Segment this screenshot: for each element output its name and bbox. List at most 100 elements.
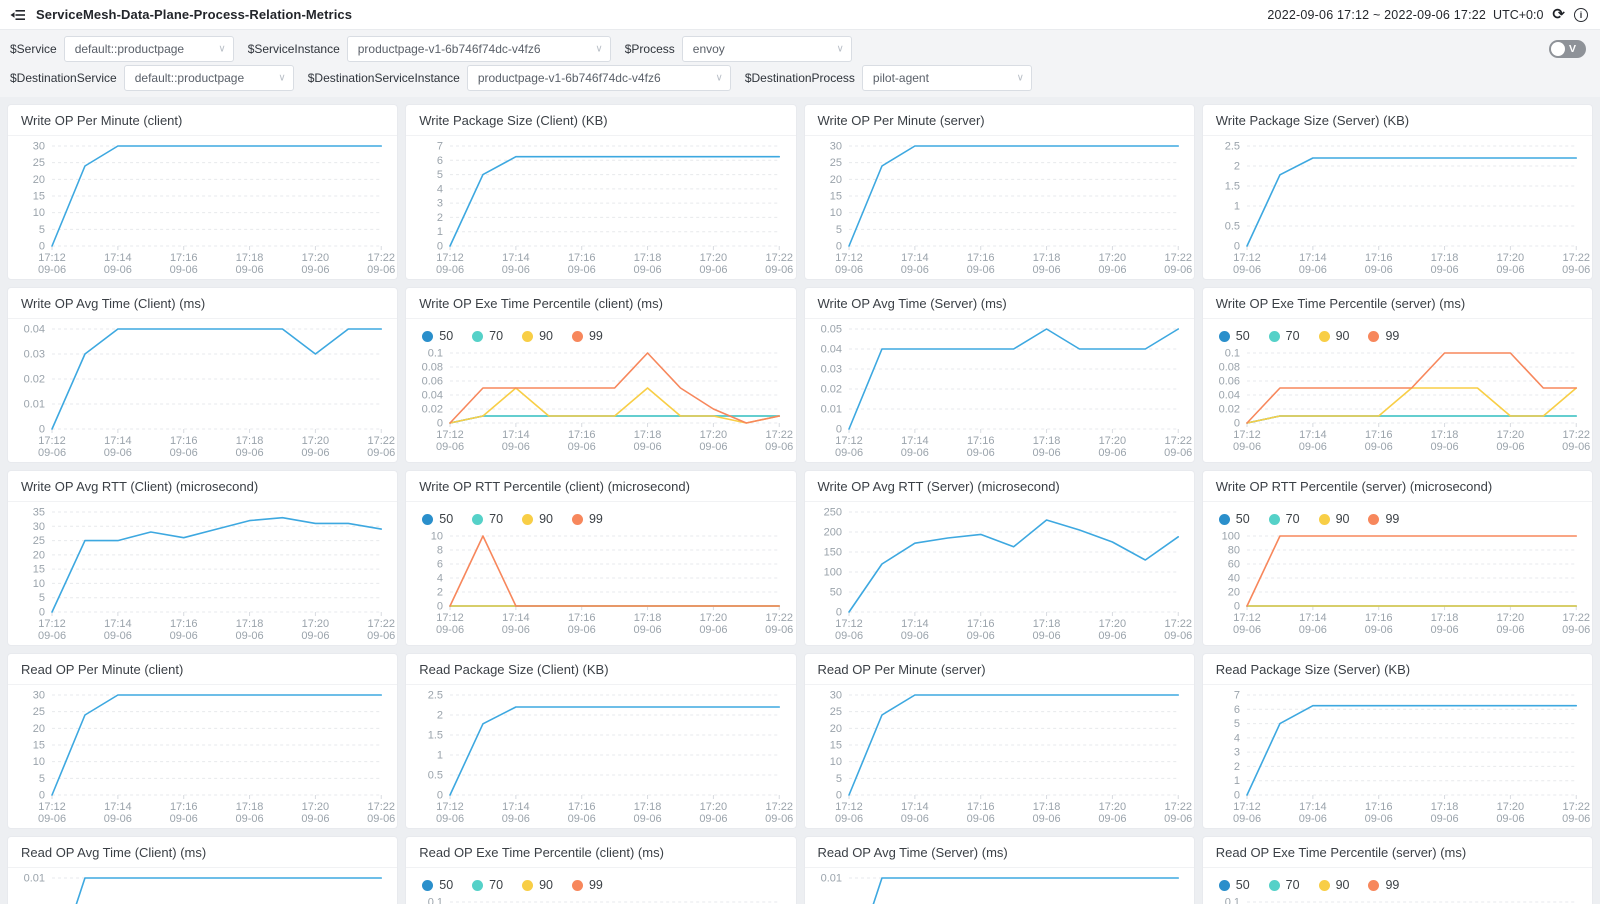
svg-text:17:20: 17:20 — [1496, 612, 1524, 624]
legend-item-p99[interactable]: 99 — [571, 329, 603, 343]
legend-item-p70[interactable]: 70 — [472, 878, 503, 892]
legend-dot — [1218, 513, 1230, 525]
chart-plot[interactable]: 00.0117:1209-0617:1409-0617:1609-0617:18… — [805, 870, 1194, 904]
svg-text:09-06: 09-06 — [900, 630, 928, 642]
legend-item-p70[interactable]: 70 — [472, 329, 503, 343]
chart-card: Read OP Avg Time (Client) (ms)00.0117:12… — [7, 836, 399, 904]
chart-card: Read OP Per Minute (client) 0 5 10 15 20 25 30 1… — [7, 653, 399, 829]
legend-item-p90[interactable]: 90 — [522, 512, 553, 526]
service-instance-select[interactable]: productpage-v1-6b746f74dc-v4fz6 ∨ — [346, 35, 611, 62]
destination-service-select[interactable]: default::productpage ∨ — [123, 64, 294, 91]
legend-item-p99[interactable]: 99 — [571, 512, 603, 526]
svg-text:30: 30 — [33, 521, 45, 533]
legend-item-p99[interactable]: 99 — [1368, 512, 1399, 526]
refresh-icon[interactable]: ⟳ — [1552, 6, 1565, 23]
legend-dot — [422, 513, 434, 525]
svg-text:17:14: 17:14 — [104, 252, 132, 264]
legend-item-p99[interactable]: 99 — [1368, 329, 1399, 343]
chart-plot[interactable]: 05101520253017:1209-0617:1409-0617:1609-… — [805, 687, 1194, 827]
svg-text:10: 10 — [829, 207, 841, 219]
legend-item-p50[interactable]: 50 — [422, 512, 453, 526]
chart-plot[interactable]: 0123456717:1209-0617:1409-0617:1609-0617… — [1203, 687, 1592, 827]
destination-service-value: default::productpage — [134, 70, 245, 85]
service-select[interactable]: default::productpage ∨ — [63, 35, 234, 62]
svg-text:30: 30 — [33, 690, 45, 702]
process-select[interactable]: envoy ∨ — [681, 35, 852, 62]
svg-text:17:16: 17:16 — [568, 801, 596, 813]
legend-dot — [1368, 513, 1380, 525]
legend-item-p70[interactable]: 70 — [1268, 329, 1300, 343]
chart-plot[interactable]: 05101520253017:1209-0617:1409-0617:1609-… — [8, 138, 397, 278]
legend-label: 50 — [1235, 329, 1250, 343]
legend-item-p99[interactable]: 99 — [571, 878, 603, 892]
info-icon[interactable]: i — [1574, 7, 1588, 22]
time-range[interactable]: 2022-09-06 17:12 ~ 2022-09-06 17:22 — [1267, 7, 1487, 22]
legend-item-p90[interactable]: 90 — [1318, 329, 1349, 343]
svg-text:09-06: 09-06 — [38, 264, 66, 276]
chart-plot[interactable]: 00.020.040.060.080.117:1209-0617:1409-06… — [1203, 894, 1592, 904]
chart-plot[interactable]: 02040608010017:1209-0617:1409-0617:1609-… — [1203, 528, 1592, 638]
chart-plot[interactable]: 00.511.522.517:1209-0617:1409-0617:1609-… — [1203, 138, 1592, 278]
legend-item-p50[interactable]: 50 — [1218, 878, 1250, 892]
legend-item-p90[interactable]: 90 — [1318, 878, 1349, 892]
svg-text:0.03: 0.03 — [820, 364, 841, 376]
chart-plot[interactable]: 00.020.040.060.080.117:1209-0617:1409-06… — [1203, 345, 1592, 455]
chart-legend: 50 70 90 99 — [1203, 870, 1592, 894]
legend-item-p90[interactable]: 90 — [522, 329, 553, 343]
destination-service-instance-select[interactable]: productpage-v1-6b746f74dc-v4fz6 ∨ — [466, 64, 731, 91]
svg-text:17:14: 17:14 — [901, 252, 929, 264]
chart-plot[interactable]: 00.020.040.060.080.117:1209-0617:1409-06… — [406, 345, 795, 455]
chart-plot[interactable]: 00.010.020.030.040.0517:1209-0617:1409-0… — [805, 321, 1194, 461]
svg-text:17:16: 17:16 — [1365, 801, 1393, 813]
legend-item-p70[interactable]: 70 — [1268, 512, 1300, 526]
legend-item-p50[interactable]: 50 — [422, 878, 453, 892]
svg-text:15: 15 — [33, 191, 45, 203]
svg-text:5: 5 — [437, 169, 443, 181]
chart-plot[interactable]: 0123456717:1209-0617:1409-0617:1609-0617… — [406, 138, 795, 278]
chart-plot[interactable]: 024681017:1209-0617:1409-0617:1609-0617:… — [406, 528, 795, 638]
svg-text:09-06: 09-06 — [235, 813, 263, 825]
svg-text:17:16: 17:16 — [568, 429, 596, 441]
svg-text:17:16: 17:16 — [966, 435, 994, 447]
legend-item-p90[interactable]: 90 — [522, 878, 553, 892]
legend-item-p70[interactable]: 70 — [1268, 878, 1300, 892]
svg-text:09-06: 09-06 — [834, 447, 862, 459]
chart-plot[interactable]: 00.0117:1209-0617:1409-0617:1609-0617:18… — [8, 870, 397, 904]
svg-text:17:18: 17:18 — [236, 618, 264, 630]
legend-item-p99[interactable]: 99 — [1368, 878, 1399, 892]
svg-text:17:12: 17:12 — [437, 801, 465, 813]
svg-text:0.5: 0.5 — [1224, 221, 1239, 233]
svg-text:09-06: 09-06 — [900, 813, 928, 825]
legend-dot — [522, 513, 534, 525]
chart-plot[interactable]: 05101520253017:1209-0617:1409-0617:1609-… — [8, 687, 397, 827]
chart-plot[interactable]: 05101520253017:1209-0617:1409-0617:1609-… — [805, 138, 1194, 278]
chart-plot[interactable]: 00.010.020.030.0417:1209-0617:1409-0617:… — [8, 321, 397, 461]
destination-process-select[interactable]: pilot-agent ∨ — [861, 64, 1032, 91]
legend-label: 90 — [1335, 512, 1350, 526]
chart-plot[interactable]: 00.511.522.517:1209-0617:1409-0617:1609-… — [406, 687, 795, 827]
chart-plot[interactable]: 00.020.040.060.080.117:1209-0617:1409-06… — [406, 894, 795, 904]
svg-text:09-06: 09-06 — [1032, 813, 1060, 825]
svg-text:09-06: 09-06 — [367, 813, 395, 825]
legend-label: 50 — [439, 329, 454, 343]
svg-text:09-06: 09-06 — [1562, 264, 1590, 276]
variables-toggle[interactable]: V — [1549, 40, 1586, 58]
service-value: default::productpage — [74, 41, 185, 56]
svg-text:0: 0 — [1234, 790, 1240, 802]
svg-text:09-06: 09-06 — [1164, 447, 1192, 459]
svg-text:17:22: 17:22 — [367, 252, 395, 264]
svg-text:09-06: 09-06 — [1430, 624, 1458, 636]
legend-item-p50[interactable]: 50 — [1218, 329, 1250, 343]
legend-item-p50[interactable]: 50 — [422, 329, 453, 343]
svg-text:09-06: 09-06 — [170, 447, 198, 459]
outline-toc-icon[interactable] — [8, 6, 26, 24]
legend-item-p70[interactable]: 70 — [472, 512, 503, 526]
chart-plot[interactable]: 05010015020025017:1209-0617:1409-0617:16… — [805, 504, 1194, 644]
svg-text:0: 0 — [835, 607, 841, 619]
legend-item-p90[interactable]: 90 — [1318, 512, 1350, 526]
legend-item-p50[interactable]: 50 — [1218, 512, 1250, 526]
svg-text:0.02: 0.02 — [24, 374, 45, 386]
timezone: UTC+0:0 — [1493, 7, 1544, 22]
svg-text:15: 15 — [33, 564, 45, 576]
chart-plot[interactable]: 0510152025303517:1209-0617:1409-0617:160… — [8, 504, 397, 644]
